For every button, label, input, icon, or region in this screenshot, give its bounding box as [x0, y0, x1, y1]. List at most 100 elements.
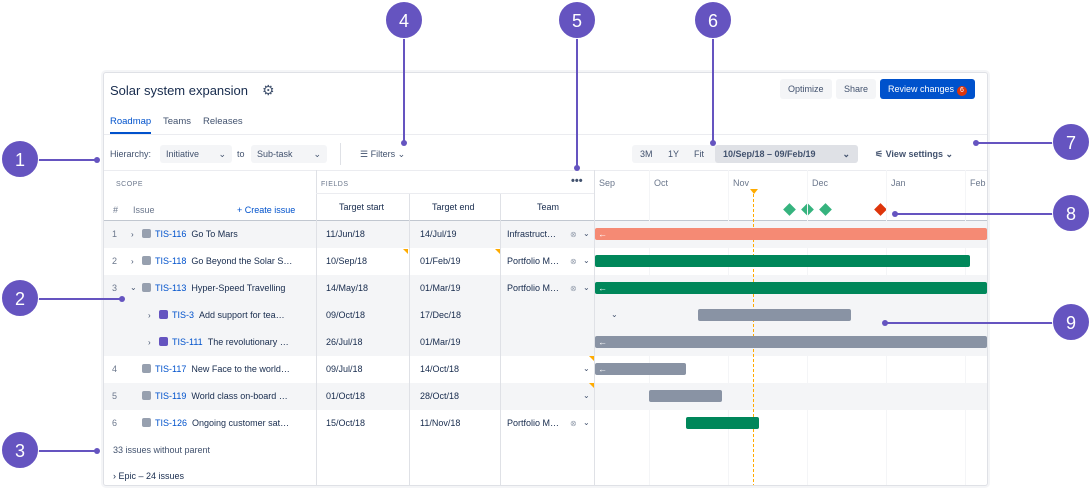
team-cell[interactable]: Portfolio M… — [507, 418, 560, 428]
target-start-cell[interactable]: 01/Oct/18 — [326, 391, 366, 401]
target-start-cell[interactable]: 10/Sep/18 — [326, 256, 368, 266]
issue-cell[interactable]: TIS-117 New Face to the world… — [142, 356, 310, 383]
date-range-value: 10/Sep/18 – 09/Feb/19 — [723, 149, 816, 159]
target-start-cell[interactable]: 09/Jul/18 — [326, 364, 363, 374]
chevron-right-icon[interactable]: › — [148, 311, 151, 320]
target-end-cell[interactable]: 17/Dec/18 — [420, 310, 462, 320]
timeline-bar[interactable]: ← — [595, 336, 987, 348]
month-nov: Nov — [733, 178, 750, 188]
callout-9: 9 — [1052, 303, 1090, 341]
team-cell[interactable]: Portfolio M… — [507, 256, 560, 266]
target-start-cell[interactable]: 09/Oct/18 — [326, 310, 366, 320]
target-end-cell[interactable]: 28/Oct/18 — [420, 391, 460, 401]
timeline-bar[interactable] — [649, 390, 722, 402]
range-fit-button[interactable]: Fit — [694, 149, 704, 159]
row-number: 1 — [112, 229, 118, 239]
target-end-cell[interactable]: 14/Jul/19 — [420, 229, 457, 239]
issue-key: TIS-116 — [155, 229, 187, 239]
hierarchy-from-select[interactable]: Initiative ⌄ — [160, 145, 232, 163]
more-options-icon[interactable]: ••• — [571, 175, 583, 187]
changed-marker — [495, 249, 500, 254]
callout-8: 8 — [1052, 194, 1090, 232]
epic-group-toggle[interactable]: › Epic – 24 issues — [113, 471, 184, 481]
timeline-bar[interactable] — [698, 309, 851, 321]
chevron-down-icon[interactable]: ⌄ — [583, 229, 590, 238]
chevron-right-icon[interactable]: › — [131, 230, 134, 239]
timeline-bar[interactable]: ← — [595, 282, 987, 294]
review-changes-label: Review changes — [888, 84, 955, 94]
release-diamond[interactable] — [819, 203, 832, 216]
timeline-bar[interactable] — [686, 417, 759, 429]
target-end-cell[interactable]: 01/Mar/19 — [420, 337, 461, 347]
story-icon — [159, 337, 168, 346]
team-cell[interactable]: Portfolio M… — [507, 283, 560, 293]
target-start-cell[interactable]: 14/May/18 — [326, 283, 369, 293]
tabs-divider — [104, 134, 987, 135]
issue-cell[interactable]: TIS-111 The revolutionary … — [159, 329, 309, 356]
target-start-cell[interactable]: 15/Oct/18 — [326, 418, 366, 428]
timeline-bar[interactable]: ← — [595, 228, 987, 240]
issue-cell[interactable]: TIS-126 Ongoing customer sat… — [142, 410, 310, 437]
hierarchy-to-value: Sub-task — [257, 149, 293, 159]
issue-summary: New Face to the world… — [191, 364, 290, 374]
chevron-down-icon[interactable]: ⌄ — [583, 256, 590, 265]
timeline-bar[interactable]: ← — [595, 363, 686, 375]
clear-icon[interactable]: ⊗ — [570, 419, 577, 428]
clear-icon[interactable]: ⊗ — [570, 284, 577, 293]
date-range-select[interactable]: 10/Sep/18 – 09/Feb/19 ⌄ — [715, 145, 858, 163]
range-1y-button[interactable]: 1Y — [668, 149, 680, 159]
issue-cell[interactable]: TIS-118 Go Beyond the Solar S… — [142, 248, 310, 275]
chevron-right-icon[interactable]: › — [148, 338, 151, 347]
table-row[interactable] — [104, 383, 987, 410]
today-marker — [750, 189, 758, 194]
target-end-cell[interactable]: 01/Mar/19 — [420, 283, 461, 293]
chevron-down-icon[interactable]: ⌄ — [583, 418, 590, 427]
toolbar-divider-bottom — [104, 170, 987, 171]
target-start-cell[interactable]: 26/Jul/18 — [326, 337, 363, 347]
roadmap-window: Solar system expansion ⚙ Optimize Share … — [103, 72, 988, 486]
gear-icon[interactable]: ⚙ — [262, 82, 275, 98]
chevron-down-icon[interactable]: ⌄ — [130, 283, 137, 292]
issue-cell[interactable]: TIS-113 Hyper-Speed Travelling — [142, 275, 310, 302]
hierarchy-to-select[interactable]: Sub-task ⌄ — [251, 145, 327, 163]
team-cell[interactable]: Infrastruct… — [507, 229, 557, 239]
view-settings-button[interactable]: ⚟ View settings ⌄ — [875, 149, 953, 160]
target-end-cell[interactable]: 14/Oct/18 — [420, 364, 460, 374]
review-count-badge: 6 — [957, 86, 967, 96]
chevron-right-icon: › — [113, 471, 116, 481]
row-number-header: # — [113, 205, 119, 215]
issue-cell[interactable]: TIS-3 Add support for tea… — [159, 302, 309, 329]
issues-without-parent[interactable]: 33 issues without parent — [113, 445, 211, 455]
callout-dot — [574, 165, 580, 171]
target-end-header: Target end — [432, 202, 475, 212]
share-button[interactable]: Share — [836, 79, 877, 99]
clear-icon[interactable]: ⊗ — [570, 257, 577, 266]
release-diamond[interactable] — [783, 203, 796, 216]
row-number: 3 — [112, 283, 118, 293]
filters-button[interactable]: ☰ Filters ⌄ — [360, 149, 405, 160]
review-changes-button[interactable]: Review changes 6 — [880, 79, 975, 99]
range-3m-button[interactable]: 3M — [640, 149, 653, 159]
chevron-down-icon[interactable]: ⌄ — [583, 391, 590, 400]
tab-roadmap[interactable]: Roadmap — [110, 116, 152, 134]
row-number: 6 — [112, 418, 118, 428]
chevron-down-icon[interactable]: ⌄ — [583, 364, 590, 373]
issue-cell[interactable]: TIS-119 World class on-board … — [142, 383, 310, 410]
chevron-right-icon[interactable]: › — [131, 257, 134, 266]
timeline-bar[interactable] — [595, 255, 970, 267]
clear-icon[interactable]: ⊗ — [570, 230, 577, 239]
chevron-down-icon[interactable]: ⌄ — [611, 310, 618, 319]
target-end-cell[interactable]: 11/Nov/18 — [420, 418, 461, 428]
target-start-cell[interactable]: 11/Jun/18 — [326, 229, 365, 239]
callout-2: 2 — [1, 279, 39, 317]
chevron-down-icon[interactable]: ⌄ — [583, 283, 590, 292]
tab-releases[interactable]: Releases — [203, 116, 243, 127]
create-issue-button[interactable]: + Create issue — [237, 205, 296, 215]
issue-cell[interactable]: TIS-116 Go To Mars — [142, 221, 310, 248]
tab-teams[interactable]: Teams — [163, 116, 191, 127]
release-warning-diamond[interactable] — [874, 203, 887, 216]
callout-line — [885, 322, 1054, 324]
callout-4: 4 — [385, 1, 423, 39]
optimize-button[interactable]: Optimize — [780, 79, 832, 99]
target-end-cell[interactable]: 01/Feb/19 — [420, 256, 461, 266]
